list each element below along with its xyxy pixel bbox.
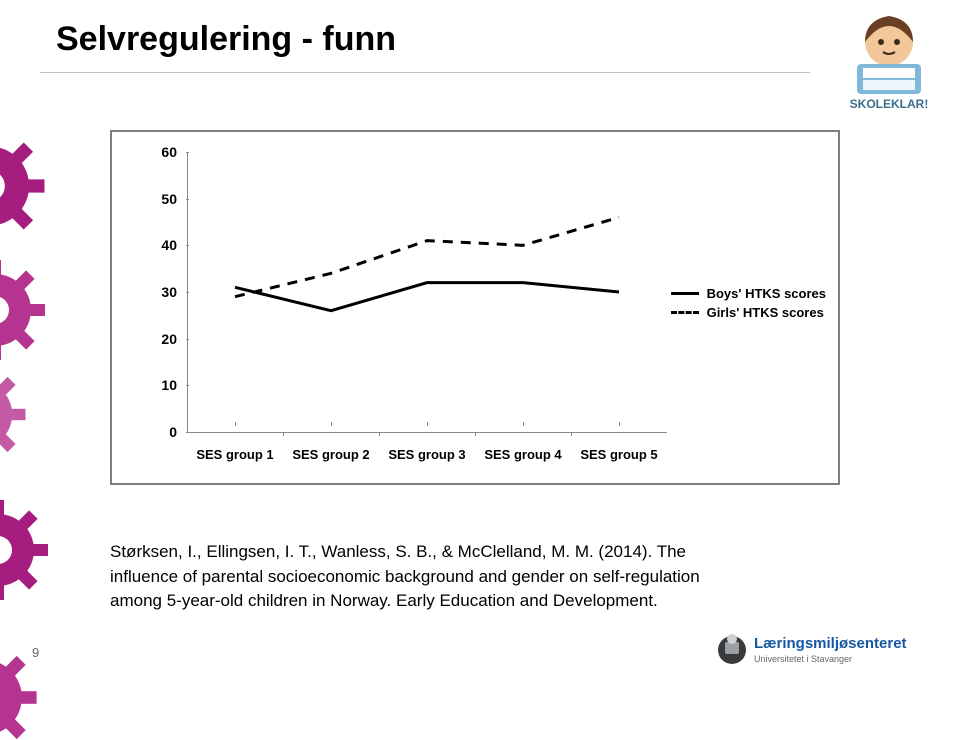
slide: Selvregulering - funn SKOLEKLAR! SES gro…: [0, 0, 960, 720]
x-axis: [187, 432, 667, 433]
legend-label: Girls' HTKS scores: [707, 305, 824, 320]
slide-title: Selvregulering - funn: [56, 20, 396, 59]
x-tick-label: SES group 1: [187, 447, 283, 462]
citation-authors: Størksen, I., Ellingsen, I. T., Wanless,…: [110, 542, 652, 561]
y-tick-label: 20: [122, 331, 177, 347]
laeringsmiljo-logo: Læringsmiljøsenteret Universitetet i Sta…: [714, 628, 924, 672]
series-line: [235, 283, 619, 311]
y-tick-label: 0: [122, 424, 177, 440]
legend: Boys' HTKS scores Girls' HTKS scores: [671, 282, 826, 324]
skoleklar-logo: SKOLEKLAR!: [837, 6, 942, 116]
x-tick-label: SES group 5: [571, 447, 667, 462]
svg-text:Universitetet i Stavanger: Universitetet i Stavanger: [754, 654, 852, 664]
chart-lines: [187, 152, 667, 432]
x-tick-label: SES group 2: [283, 447, 379, 462]
y-tick-label: 30: [122, 284, 177, 300]
legend-swatch: [671, 311, 699, 314]
legend-item: Girls' HTKS scores: [671, 305, 826, 320]
y-tick-label: 50: [122, 191, 177, 207]
y-tick-label: 10: [122, 377, 177, 393]
plot-area: SES group 1SES group 2SES group 3SES gro…: [187, 152, 667, 432]
legend-swatch: [671, 292, 699, 295]
y-tick-label: 40: [122, 237, 177, 253]
legend-item: Boys' HTKS scores: [671, 286, 826, 301]
y-tick-label: 60: [122, 144, 177, 160]
legend-label: Boys' HTKS scores: [707, 286, 826, 301]
series-line: [235, 217, 619, 296]
title-underline: [40, 72, 810, 73]
svg-text:Læringsmiljøsenteret: Læringsmiljøsenteret: [754, 635, 907, 652]
x-tick-label: SES group 4: [475, 447, 571, 462]
svg-text:SKOLEKLAR!: SKOLEKLAR!: [850, 97, 929, 111]
page-number: 9: [32, 645, 39, 660]
chart-frame: SES group 1SES group 2SES group 3SES gro…: [110, 130, 840, 485]
chart: SES group 1SES group 2SES group 3SES gro…: [122, 142, 832, 467]
citation-journal: Early Education and Development.: [396, 591, 658, 610]
citation: Størksen, I., Ellingsen, I. T., Wanless,…: [110, 540, 730, 614]
x-tick-label: SES group 3: [379, 447, 475, 462]
